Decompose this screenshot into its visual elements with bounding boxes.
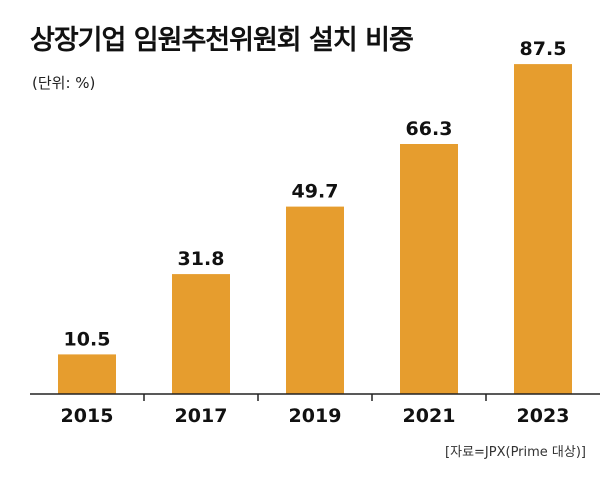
chart-title: 상장기업 임원추천위원회 설치 비중: [30, 25, 414, 56]
x-tick-2021: 2021: [403, 405, 456, 427]
x-tick-2017: 2017: [175, 405, 228, 427]
value-label-2015: 10.5: [64, 328, 111, 350]
bar-2017: [172, 274, 230, 394]
source-note: [자료=JPX(Prime 대상)]: [445, 445, 586, 460]
value-label-2021: 66.3: [406, 118, 453, 140]
value-label-2017: 31.8: [178, 248, 225, 270]
value-label-2019: 49.7: [292, 181, 339, 203]
bar-2015: [58, 354, 116, 394]
unit-label: (단위: %): [32, 74, 96, 92]
x-tick-2019: 2019: [289, 405, 342, 427]
bar-2023: [514, 64, 572, 394]
x-tick-2023: 2023: [517, 405, 570, 427]
bar-2019: [286, 206, 344, 394]
value-label-2023: 87.5: [520, 38, 567, 60]
x-tick-2015: 2015: [61, 405, 114, 427]
bar-2021: [400, 144, 458, 394]
